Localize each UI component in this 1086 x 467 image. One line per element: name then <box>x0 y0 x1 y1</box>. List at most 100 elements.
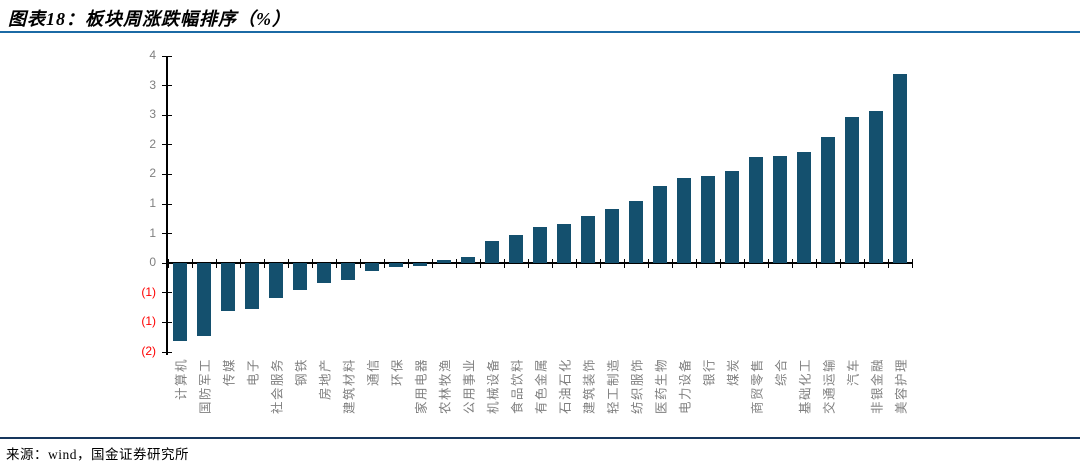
title-divider <box>0 31 1080 33</box>
x-axis-label: 商贸零售 <box>750 358 765 415</box>
chart-bar <box>581 215 595 263</box>
chart-bar <box>509 234 523 263</box>
x-axis-tick <box>720 259 721 268</box>
y-axis-line <box>166 56 168 355</box>
chart-bar <box>605 209 619 263</box>
chart-bar <box>389 263 403 267</box>
x-axis-zero-line <box>166 262 912 264</box>
chart-bar <box>677 177 691 263</box>
x-axis-label: 家用电器 <box>414 358 429 415</box>
chart-bar <box>845 116 859 263</box>
x-axis-label: 电子 <box>246 358 261 387</box>
chart-bar <box>701 176 715 263</box>
x-axis-label: 汽车 <box>846 358 861 387</box>
x-axis-tick <box>192 259 193 268</box>
y-axis-label: (1) <box>141 284 156 299</box>
x-axis-label: 环保 <box>390 358 405 387</box>
x-axis-label: 基础化工 <box>798 358 813 415</box>
chart-bar <box>797 151 811 263</box>
y-axis-tick <box>162 114 172 116</box>
y-axis-label: 1 <box>149 225 156 240</box>
y-axis-label: 2 <box>149 166 156 181</box>
y-axis-tick <box>162 262 172 264</box>
y-axis-tick <box>162 144 172 146</box>
chart-bar <box>221 263 235 311</box>
x-axis-label: 美容护理 <box>894 358 909 415</box>
x-axis-tick <box>240 259 241 268</box>
y-axis-tick <box>162 55 172 57</box>
chart-bar <box>341 263 355 281</box>
y-axis-tick <box>162 85 172 87</box>
chart-bar <box>629 201 643 263</box>
footer-divider <box>0 437 1080 439</box>
x-axis-tick <box>504 259 505 268</box>
x-axis-tick <box>552 259 553 268</box>
x-axis-tick <box>384 259 385 268</box>
y-axis-label: (2) <box>141 344 156 358</box>
chart-bar <box>533 227 547 263</box>
x-axis-label: 交通运输 <box>822 358 837 415</box>
chart-bar <box>869 111 883 263</box>
x-axis-label: 农林牧渔 <box>438 358 453 415</box>
x-axis-label: 传媒 <box>222 358 237 387</box>
y-axis-tick <box>162 321 172 323</box>
y-axis-tick <box>162 173 172 175</box>
chart-bar <box>557 223 571 263</box>
source-note: 来源：wind，国金证券研究所 <box>6 447 189 462</box>
x-axis-tick <box>912 259 913 268</box>
x-axis-tick <box>480 259 481 268</box>
x-axis-tick <box>576 259 577 268</box>
x-axis-tick <box>360 259 361 268</box>
y-axis-tick <box>162 233 172 235</box>
x-axis-label: 计算机 <box>174 358 189 401</box>
chart-bar <box>461 257 475 263</box>
y-axis-tick <box>162 292 172 294</box>
x-axis-tick <box>768 259 769 268</box>
chart-bar <box>365 263 379 271</box>
x-axis-label: 电力设备 <box>678 358 693 415</box>
x-axis-tick <box>408 259 409 268</box>
chart-bar <box>293 263 307 290</box>
x-axis-label: 食品饮料 <box>510 358 525 415</box>
chart-bar <box>173 263 187 342</box>
chart-bar <box>485 241 499 263</box>
chart-bar <box>317 263 331 283</box>
chart-bar <box>197 263 211 337</box>
x-axis-label: 非银金融 <box>870 358 885 415</box>
x-axis-tick <box>888 259 889 268</box>
x-axis-tick <box>744 259 745 268</box>
x-axis-label: 煤炭 <box>726 358 741 387</box>
x-axis-tick <box>312 259 313 268</box>
x-axis-label: 钢铁 <box>294 358 309 387</box>
x-axis-tick <box>456 259 457 268</box>
chart-bar <box>821 137 835 263</box>
chart-bar <box>413 263 427 267</box>
x-axis-tick <box>288 259 289 268</box>
x-axis-label: 银行 <box>702 358 717 387</box>
x-axis-tick <box>864 259 865 268</box>
x-axis-tick <box>840 259 841 268</box>
chart-bar <box>725 171 739 263</box>
x-axis-tick <box>432 259 433 268</box>
x-axis-tick <box>696 259 697 268</box>
y-axis-label: 0 <box>149 255 156 270</box>
x-axis-tick <box>816 259 817 268</box>
x-axis-label: 纺织服饰 <box>630 358 645 415</box>
page-title: 图表18：板块周涨跌幅排序（%） <box>8 9 291 29</box>
x-axis-tick <box>624 259 625 268</box>
y-axis-label: (1) <box>141 314 156 329</box>
x-axis-label: 国防军工 <box>198 358 213 415</box>
x-axis-tick <box>336 259 337 268</box>
x-axis-label: 建筑装饰 <box>582 358 597 415</box>
x-axis-tick <box>600 259 601 268</box>
x-axis-tick <box>216 259 217 268</box>
chart-bar <box>437 259 451 263</box>
x-axis-tick <box>168 259 169 268</box>
y-axis-tick <box>162 351 172 353</box>
x-axis-tick <box>528 259 529 268</box>
x-axis-label: 机械设备 <box>486 358 501 415</box>
x-axis-label: 石油石化 <box>558 358 573 415</box>
chart-bar <box>749 157 763 263</box>
x-axis-tick <box>264 259 265 268</box>
